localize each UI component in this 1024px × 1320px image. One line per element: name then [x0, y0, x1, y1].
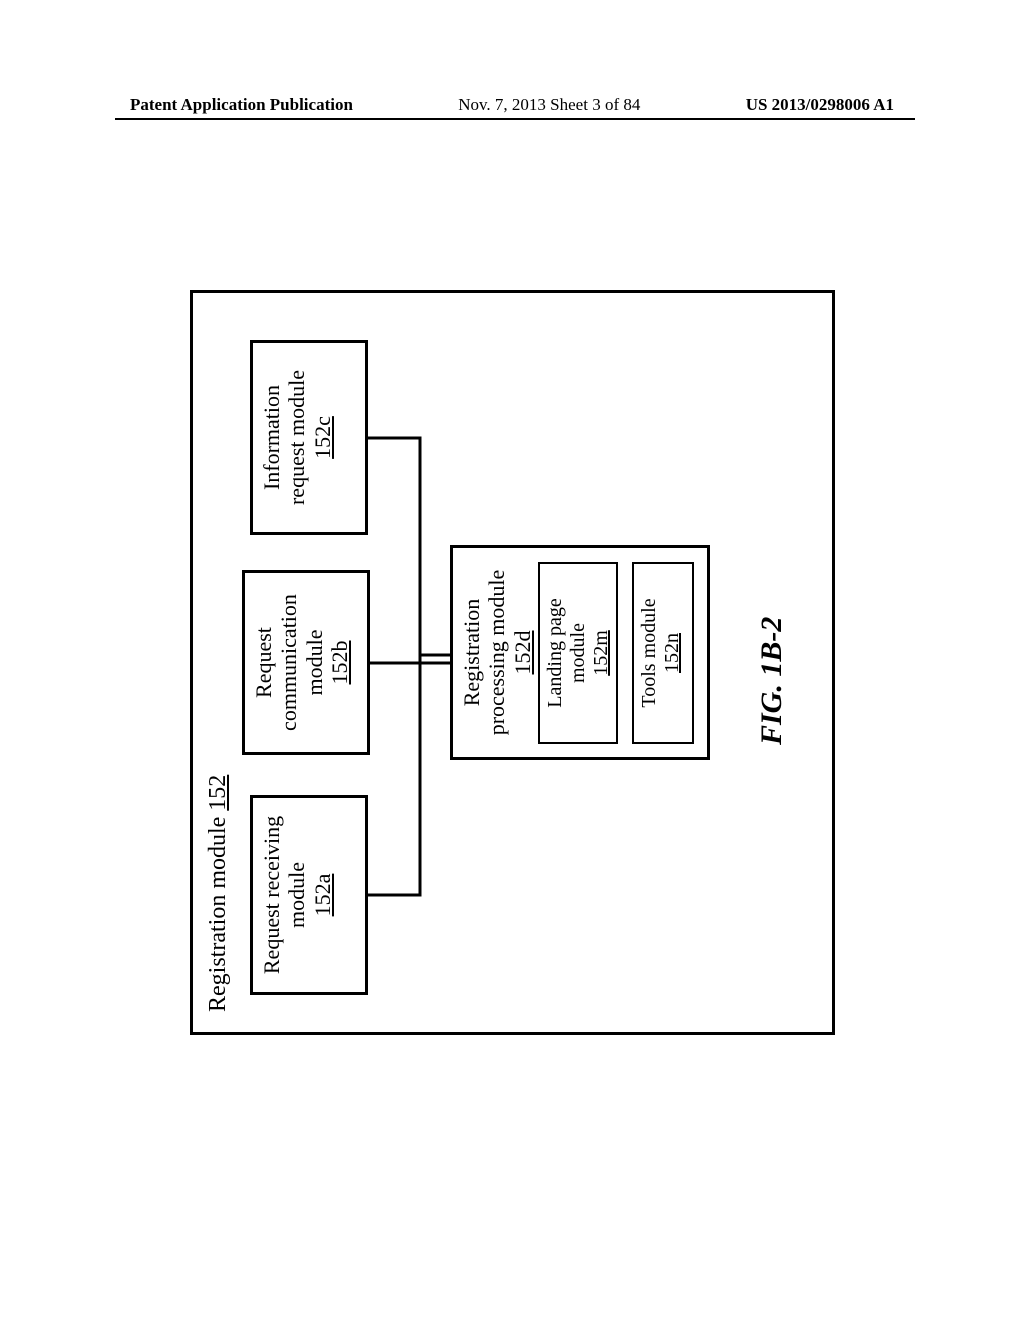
node-line: request module: [284, 347, 309, 528]
node-line: Landing page: [544, 568, 567, 738]
figure-area: Registration module 152 Request receivin…: [190, 290, 835, 1035]
node-line: module: [284, 802, 309, 988]
figure-caption: FIG. 1B-2: [755, 617, 789, 745]
request-receiving-module-box: Request receiving module 152a: [250, 795, 368, 995]
information-request-module-box: Information request module 152c: [250, 340, 368, 535]
node-ref: 152b: [327, 577, 352, 748]
header-left: Patent Application Publication: [130, 95, 353, 115]
node-line: processing module: [484, 552, 509, 753]
figure-rotated-canvas: Registration module 152 Request receivin…: [190, 290, 835, 1035]
registration-module-title: Registration module 152: [205, 775, 232, 1012]
tools-module-box: Tools module 152n: [632, 562, 694, 744]
page-header: Patent Application Publication Nov. 7, 2…: [0, 95, 1024, 115]
landing-page-module-box: Landing page module 152m: [538, 562, 618, 744]
node-line: Information: [259, 347, 284, 528]
node-ref: 152a: [310, 802, 335, 988]
node-ref: 152c: [310, 347, 335, 528]
outer-title-text: Registration module: [205, 811, 231, 1012]
node-ref: 152n: [661, 568, 684, 738]
outer-title-ref: 152: [205, 775, 231, 811]
node-line: Registration: [459, 552, 484, 753]
request-communication-module-box: Request communication module 152b: [242, 570, 370, 755]
node-line: communication: [276, 577, 301, 748]
node-ref: 152m: [590, 568, 613, 738]
node-line: Request: [251, 577, 276, 748]
node-line: module: [567, 568, 590, 738]
header-rule: [115, 118, 915, 120]
node-line: Tools module: [638, 568, 661, 738]
header-right: US 2013/0298006 A1: [746, 95, 894, 115]
node-ref: 152d: [510, 552, 535, 753]
node-line: Request receiving: [259, 802, 284, 988]
header-center: Nov. 7, 2013 Sheet 3 of 84: [458, 95, 640, 115]
node-line: module: [302, 577, 327, 748]
